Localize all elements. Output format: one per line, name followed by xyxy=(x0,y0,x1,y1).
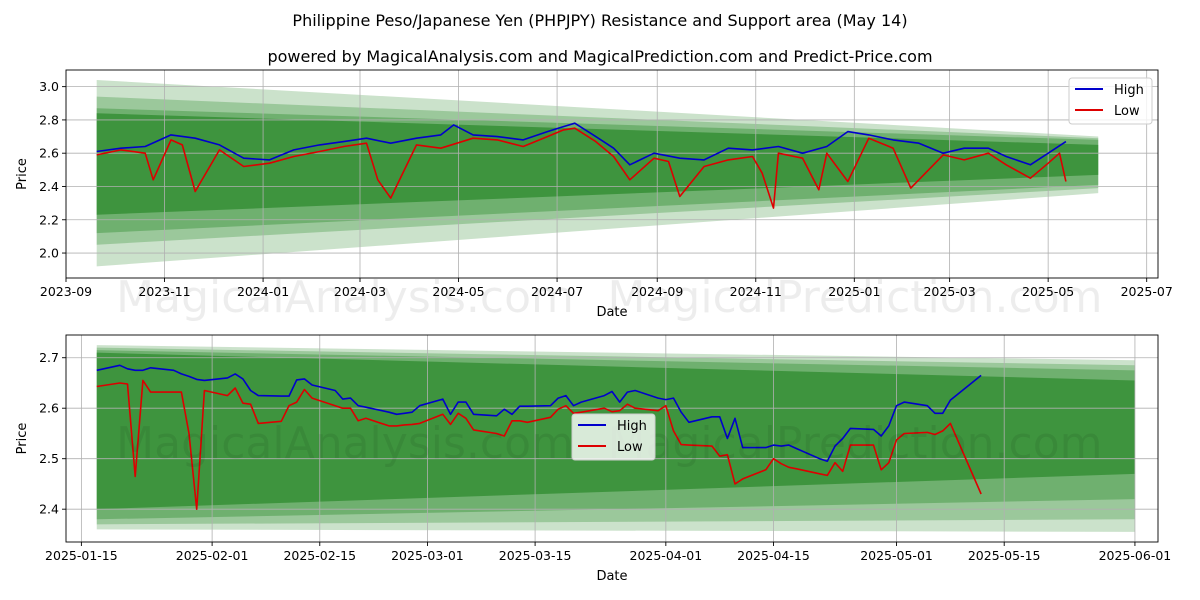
y-axis-label: Price xyxy=(15,158,30,190)
y-tick-label: 2.8 xyxy=(39,112,59,127)
x-tick-label: 2024-11 xyxy=(730,284,782,299)
y-tick-label: 2.4 xyxy=(39,502,59,517)
y-axis-label: Price xyxy=(15,423,30,455)
band-core xyxy=(96,113,1099,215)
y-tick-label: 2.6 xyxy=(39,401,59,416)
chart-legend: High Low xyxy=(1068,77,1153,125)
legend-label-low: Low xyxy=(617,440,643,455)
x-tick-label: 2025-06-01 xyxy=(1099,548,1172,563)
axes-frame xyxy=(65,69,1159,279)
legend-label-high: High xyxy=(617,419,647,434)
series-line-low xyxy=(96,379,982,510)
x-tick-label: 2025-05-15 xyxy=(968,548,1041,563)
x-tick-label: 2023-11 xyxy=(138,284,190,299)
chart-panel-top: 2023-09 2023-11 2024-01 2024-03 2024-05 2024-… xyxy=(15,69,1173,323)
y-tick-label: 3.0 xyxy=(39,79,59,94)
series-line-high xyxy=(96,122,1067,166)
x-axis-label: Date xyxy=(596,569,627,584)
x-tick-label: 2025-03-15 xyxy=(499,548,572,563)
legend-label-high: High xyxy=(1114,83,1144,98)
watermark-right: MagicalPrediction.com xyxy=(608,418,1103,469)
x-tick-label: 2025-05 xyxy=(1022,284,1074,299)
chart-legend: High Low xyxy=(571,413,656,461)
chart-panel-bottom: 2025-01-15 2025-02-01 2025-02-15 2025-03-01… xyxy=(15,334,1172,584)
watermark-left: MagicalAnalysis.com xyxy=(116,272,574,323)
x-tick-label: 2024-07 xyxy=(531,284,583,299)
x-tick-label: 2024-05 xyxy=(432,284,484,299)
x-tick-label: 2025-04-15 xyxy=(737,548,810,563)
x-tick-label: 2025-02-01 xyxy=(176,548,249,563)
x-tick-label: 2025-01-15 xyxy=(45,548,118,563)
x-tick-label: 2024-03 xyxy=(334,284,386,299)
x-tick-label: 2025-02-15 xyxy=(283,548,356,563)
y-tick-label: 2.7 xyxy=(39,350,59,365)
watermark-left: MagicalAnalysis.com xyxy=(116,418,574,469)
y-tick-label: 2.4 xyxy=(39,179,59,194)
x-tick-label: 2025-01 xyxy=(828,284,880,299)
axes-frame xyxy=(65,334,1159,543)
x-tick-label: 2025-05-01 xyxy=(860,548,933,563)
series-line-low xyxy=(96,127,1067,209)
x-tick-label: 2025-03-01 xyxy=(391,548,464,563)
x-tick-label: 2024-01 xyxy=(237,284,289,299)
x-tick-label: 2025-07 xyxy=(1121,284,1173,299)
y-tick-label: 2.6 xyxy=(39,146,59,161)
series-line-high xyxy=(96,364,982,462)
y-tick-label: 2.2 xyxy=(39,212,59,227)
x-axis-label: Date xyxy=(596,305,627,320)
x-tick-label: 2023-09 xyxy=(40,284,92,299)
legend-label-low: Low xyxy=(1114,104,1140,119)
chart-title: Philippine Peso/Japanese Yen (PHPJPY) Re… xyxy=(292,11,907,30)
x-tick-label: 2024-09 xyxy=(631,284,683,299)
y-tick-label: 2.5 xyxy=(39,451,59,466)
plot-area xyxy=(66,70,1158,278)
watermark-right: MagicalPrediction.com xyxy=(608,272,1103,323)
x-tick-label: 2025-03 xyxy=(923,284,975,299)
x-tick-label: 2025-04-01 xyxy=(630,548,703,563)
chart-subtitle: powered by MagicalAnalysis.com and Magic… xyxy=(267,47,932,66)
y-tick-label: 2.0 xyxy=(39,246,59,261)
